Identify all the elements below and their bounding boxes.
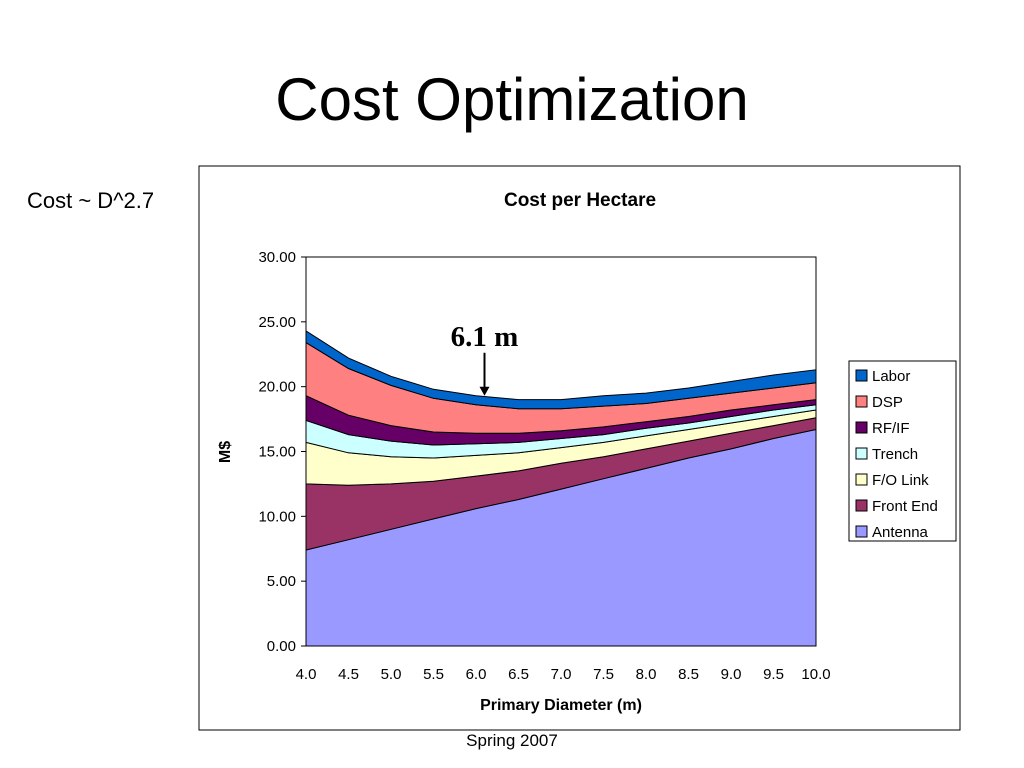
legend-label-labor: Labor: [872, 368, 910, 385]
x-tick-label: 10.0: [801, 666, 830, 683]
y-tick-label: 20.00: [258, 379, 296, 396]
legend-label-front-end: Front End: [872, 498, 938, 515]
legend-swatch-trench: [855, 447, 868, 460]
y-axis-label: M$: [217, 441, 234, 463]
y-tick-label: 30.00: [258, 249, 296, 266]
x-tick-label: 5.0: [381, 666, 402, 683]
y-tick-label: 0.00: [267, 638, 296, 655]
optimum-arrow-head: [479, 386, 490, 396]
x-tick-label: 8.0: [636, 666, 657, 683]
legend-swatch-antenna: [855, 525, 868, 538]
legend-swatch-dsp: [855, 395, 868, 408]
footer-date: Spring 2007: [466, 731, 558, 750]
x-tick-label: 6.5: [508, 666, 529, 683]
slide-title: Cost Optimization: [275, 66, 749, 133]
x-tick-label: 7.0: [551, 666, 572, 683]
x-tick-labels: 4.0 4.5 5.0 5.5 6.0 6.5 7.0 7.5 8.0 8.5 9.0 9.5 10.0: [296, 666, 831, 683]
legend-swatch-rf-if: [855, 421, 868, 434]
legend-swatch-front-end: [855, 499, 868, 512]
legend: Labor DSP RF/IF Trench F/O Link Front End Ante…: [848, 360, 957, 542]
legend-swatch-f-o-link: [855, 473, 868, 486]
x-tick-label: 7.5: [593, 666, 614, 683]
optimum-annotation-label: 6.1 m: [451, 321, 519, 353]
x-axis-label: Primary Diameter (m): [480, 697, 642, 714]
x-tick-label: 9.0: [721, 666, 742, 683]
y-tick-label: 10.00: [258, 508, 296, 525]
y-tick-label: 5.00: [267, 573, 296, 590]
cost-formula-note: Cost ~ D^2.7: [27, 188, 155, 213]
legend-label-f-o-link: F/O Link: [872, 472, 929, 489]
legend-swatch-labor: [855, 369, 868, 382]
x-tick-label: 8.5: [678, 666, 699, 683]
y-tick-label: 25.00: [258, 314, 296, 331]
legend-label-trench: Trench: [872, 446, 918, 463]
x-tick-label: 5.5: [423, 666, 444, 683]
y-tick-label: 15.00: [258, 444, 296, 461]
annotation-layer: 6.1 m: [451, 321, 519, 396]
plot-border: [305, 256, 817, 647]
legend-label-rf-if: RF/IF: [872, 420, 910, 437]
x-tick-label: 4.5: [338, 666, 359, 683]
x-tick-label: 6.0: [466, 666, 487, 683]
y-tick-labels: 0.00 5.00 10.00 15.00 20.00 25.00 30.00: [258, 249, 296, 655]
x-tick-label: 9.5: [763, 666, 784, 683]
x-tick-label: 4.0: [296, 666, 317, 683]
chart-title: Cost per Hectare: [504, 190, 656, 211]
legend-label-antenna: Antenna: [872, 524, 929, 541]
legend-label-dsp: DSP: [872, 394, 903, 411]
area-layer: [305, 257, 817, 647]
